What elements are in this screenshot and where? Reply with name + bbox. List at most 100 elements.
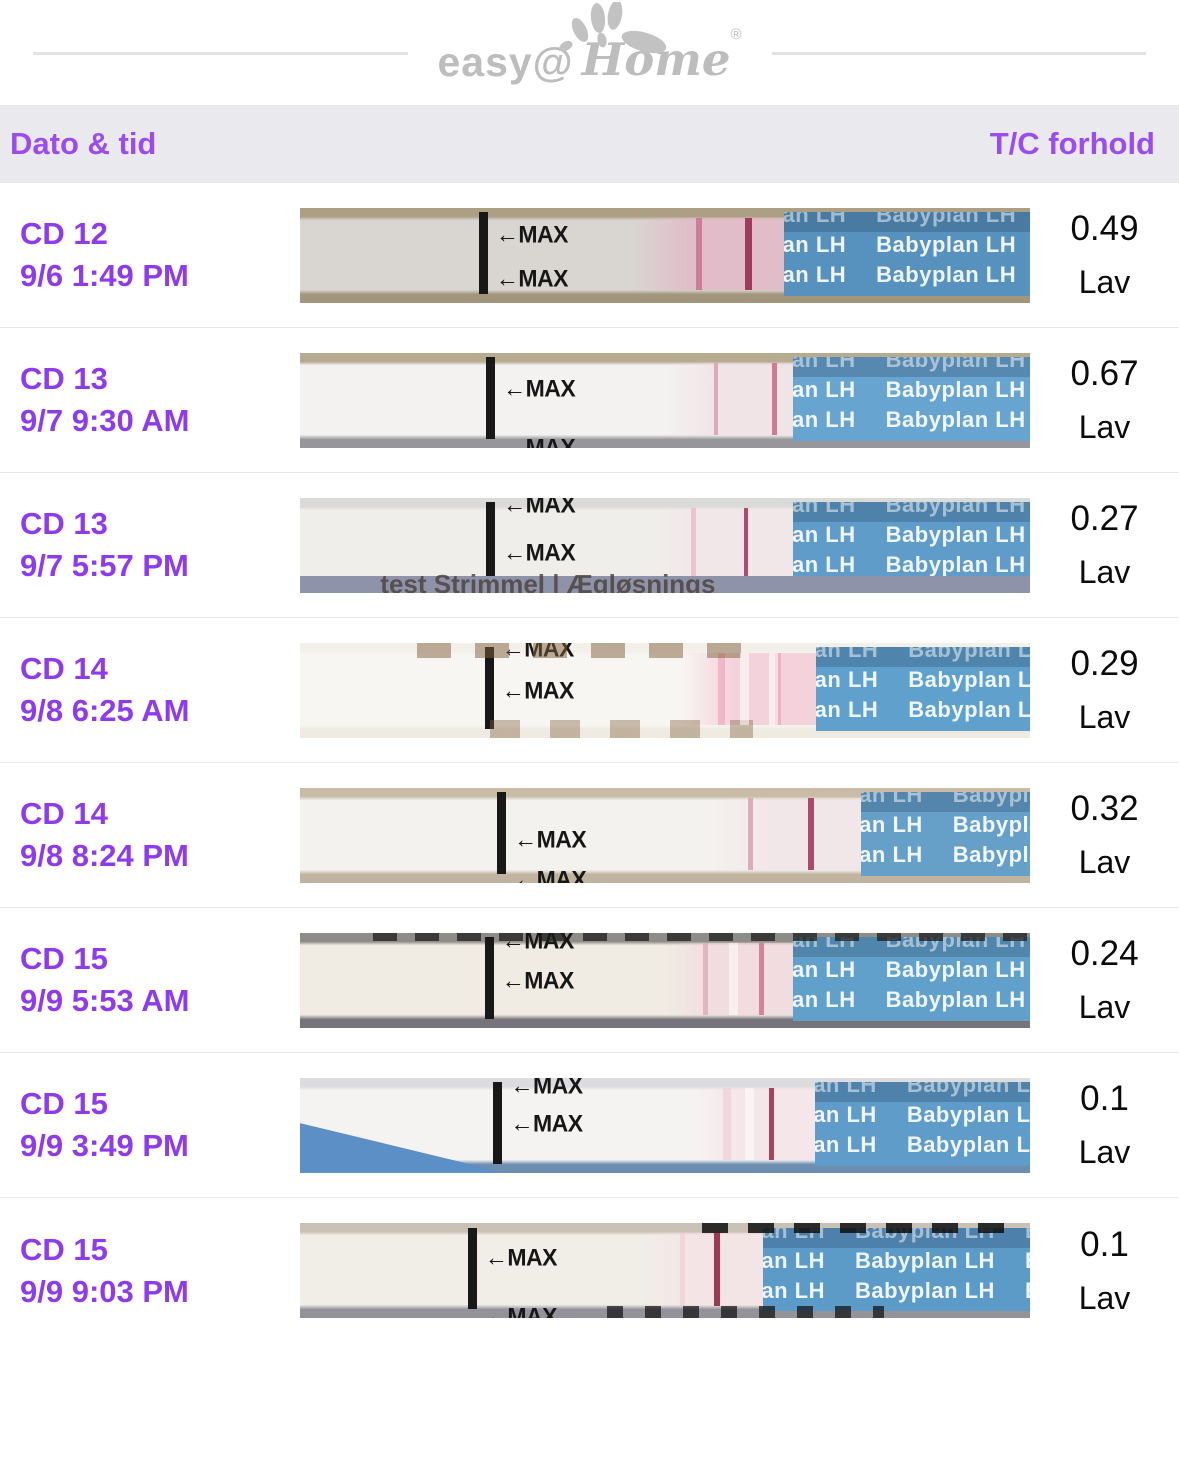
level-label: Lav xyxy=(1078,844,1131,880)
max-arrow-label: ←MAX xyxy=(501,932,575,954)
test-datetime-label: 9/9 9:03 PM xyxy=(20,1273,189,1309)
wet-test-region xyxy=(694,1087,815,1161)
wet-test-region xyxy=(650,507,794,581)
ratio-cell: 0.1 Lav xyxy=(1030,1079,1179,1171)
cycle-day-label: CD 12 xyxy=(20,216,108,252)
test-result-row[interactable]: CD 13 9/7 9:30 AM ←MAX ←MAX plan LHBabyp… xyxy=(0,328,1179,473)
control-line xyxy=(771,362,777,436)
test-result-row[interactable]: CD 14 9/8 6:25 AM ←MAX ←MAX plan LHBabyp… xyxy=(0,618,1179,763)
max-arrow-label: ←MAX xyxy=(495,263,569,292)
ratio-cell: 0.67 Lav xyxy=(1030,354,1179,446)
column-header-ratio: T/C forhold xyxy=(989,126,1155,161)
control-line xyxy=(713,1233,720,1306)
test-line xyxy=(748,797,754,871)
max-arrow-label: ←MAX xyxy=(501,676,575,704)
ratio-cell: 0.27 Lav xyxy=(1030,499,1179,591)
cycle-day-label: CD 14 xyxy=(20,796,108,832)
ovulation-test-log-screen: easy@ Home ® Dato & tid T/C forhold CD 1… xyxy=(0,0,1179,1343)
test-result-row[interactable]: CD 15 9/9 5:53 AM ←MAX ←MAX plan LHBabyp… xyxy=(0,908,1179,1053)
test-line xyxy=(713,362,718,436)
level-label: Lav xyxy=(1078,1134,1131,1170)
test-result-row[interactable]: CD 14 9/8 8:24 PM ←MAX ←MAX plan LHBabyp… xyxy=(0,763,1179,908)
wet-region-band-gap xyxy=(740,652,750,726)
logo-text-easy: easy@ xyxy=(437,39,574,85)
test-result-row[interactable]: CD 15 9/9 9:03 PM ←MAX ←MAX plan LHBabyp… xyxy=(0,1198,1179,1343)
level-label: Lav xyxy=(1078,409,1131,445)
test-line xyxy=(691,507,697,581)
ratio-cell: 0.49 Lav xyxy=(1030,209,1179,301)
max-arrow-label: ←MAX xyxy=(510,1077,583,1099)
cycle-day-label: CD 15 xyxy=(20,1231,108,1267)
level-label: Lav xyxy=(1078,554,1131,590)
test-result-row[interactable]: CD 15 9/9 3:49 PM ←MAX ←MAX plan LHBabyp… xyxy=(0,1053,1179,1198)
level-label: Lav xyxy=(1078,264,1131,300)
registered-mark: ® xyxy=(730,26,742,43)
cycle-day-label: CD 14 xyxy=(20,651,108,687)
max-fill-line xyxy=(493,1082,503,1164)
test-result-row[interactable]: CD 12 9/6 1:49 PM ←MAX ←MAX plan LHBabyp… xyxy=(0,183,1179,328)
max-arrow-label: ←MAX xyxy=(514,824,587,853)
wet-region-band-gap xyxy=(745,1087,755,1161)
control-line xyxy=(743,507,748,581)
control-line xyxy=(759,942,765,1016)
max-arrow-label: ←MAX xyxy=(503,497,576,518)
cycle-day-label: CD 13 xyxy=(20,361,108,397)
max-fill-line xyxy=(497,792,507,874)
easy-at-home-logo: easy@ Home ® xyxy=(407,0,772,100)
ratio-cell: 0.32 Lav xyxy=(1030,789,1179,881)
ratio-cell: 0.24 Lav xyxy=(1030,934,1179,1026)
test-datetime-label: 9/9 3:49 PM xyxy=(20,1128,189,1163)
max-arrow-label: ←MAX xyxy=(503,538,576,566)
date-cell: CD 13 9/7 9:30 AM xyxy=(0,358,300,441)
test-line xyxy=(702,942,708,1016)
date-cell: CD 13 9/7 5:57 PM xyxy=(0,503,300,586)
level-label: Lav xyxy=(1078,989,1131,1025)
max-fill-line xyxy=(478,212,488,294)
tc-ratio-value: 0.49 xyxy=(1070,209,1139,248)
tc-ratio-value: 0.1 xyxy=(1080,1079,1129,1118)
tc-ratio-value: 0.27 xyxy=(1070,499,1139,538)
ratio-cell: 0.1 Lav xyxy=(1030,1225,1179,1317)
test-line xyxy=(723,1087,732,1161)
tc-ratio-value: 0.29 xyxy=(1070,644,1139,683)
wet-test-region xyxy=(708,797,861,871)
test-result-row[interactable]: CD 13 9/7 5:57 PM ←MAX ←MAX plan LHBabyp… xyxy=(0,473,1179,618)
ratio-cell: 0.29 Lav xyxy=(1030,644,1179,736)
control-line xyxy=(808,797,815,871)
cycle-day-label: CD 13 xyxy=(20,506,108,542)
table-header-bar: Dato & tid T/C forhold xyxy=(0,105,1179,183)
wet-region-band-gap xyxy=(729,942,739,1016)
max-arrow-label: ←MAX xyxy=(503,374,576,402)
